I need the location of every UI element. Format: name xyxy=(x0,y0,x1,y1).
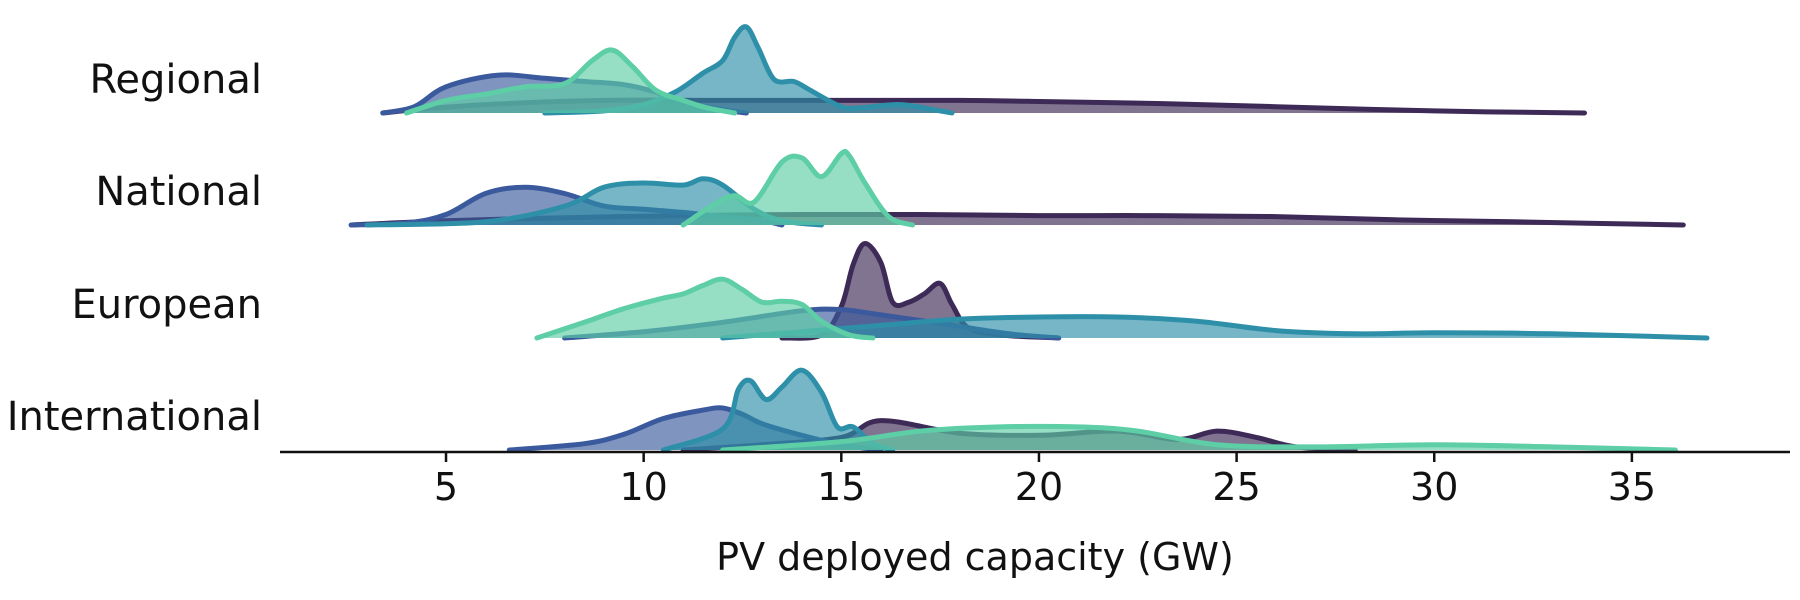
x-tick-label: 30 xyxy=(1410,465,1458,509)
ridgeline-layers xyxy=(348,24,1710,453)
row-labels: Regional National European International xyxy=(7,57,262,440)
x-tick-label: 35 xyxy=(1608,465,1656,509)
ridge-row-national xyxy=(348,148,1686,228)
density-line-national-3 xyxy=(680,148,915,228)
row-label-regional: Regional xyxy=(89,57,262,103)
density-line-regional-3 xyxy=(404,47,738,116)
x-tick-label: 10 xyxy=(619,465,667,509)
x-tick-label: 20 xyxy=(1015,465,1063,509)
ridge-row-international xyxy=(506,367,1678,453)
x-axis-ticks: 5 10 15 20 25 30 35 xyxy=(434,452,1656,509)
row-label-national: National xyxy=(95,169,262,215)
x-tick-label: 25 xyxy=(1212,465,1260,509)
x-axis-title: PV deployed capacity (GW) xyxy=(716,535,1234,579)
density-line-international-3 xyxy=(720,423,1678,453)
density-line-european-2 xyxy=(720,314,1710,341)
ridge-row-european xyxy=(534,241,1710,341)
density-line-international-2 xyxy=(660,367,896,453)
density-line-european-3 xyxy=(534,276,876,341)
ridge-row-regional xyxy=(380,24,1587,116)
x-tick-label: 15 xyxy=(817,465,865,509)
row-label-european: European xyxy=(71,282,262,328)
density-area-regional-2 xyxy=(544,26,952,113)
density-area-international-3 xyxy=(722,426,1676,450)
density-area-international-2 xyxy=(663,370,893,450)
x-tick-label: 5 xyxy=(434,465,458,509)
density-area-european-3 xyxy=(536,279,873,338)
row-label-international: International xyxy=(7,394,262,440)
density-area-european-2 xyxy=(722,316,1707,338)
